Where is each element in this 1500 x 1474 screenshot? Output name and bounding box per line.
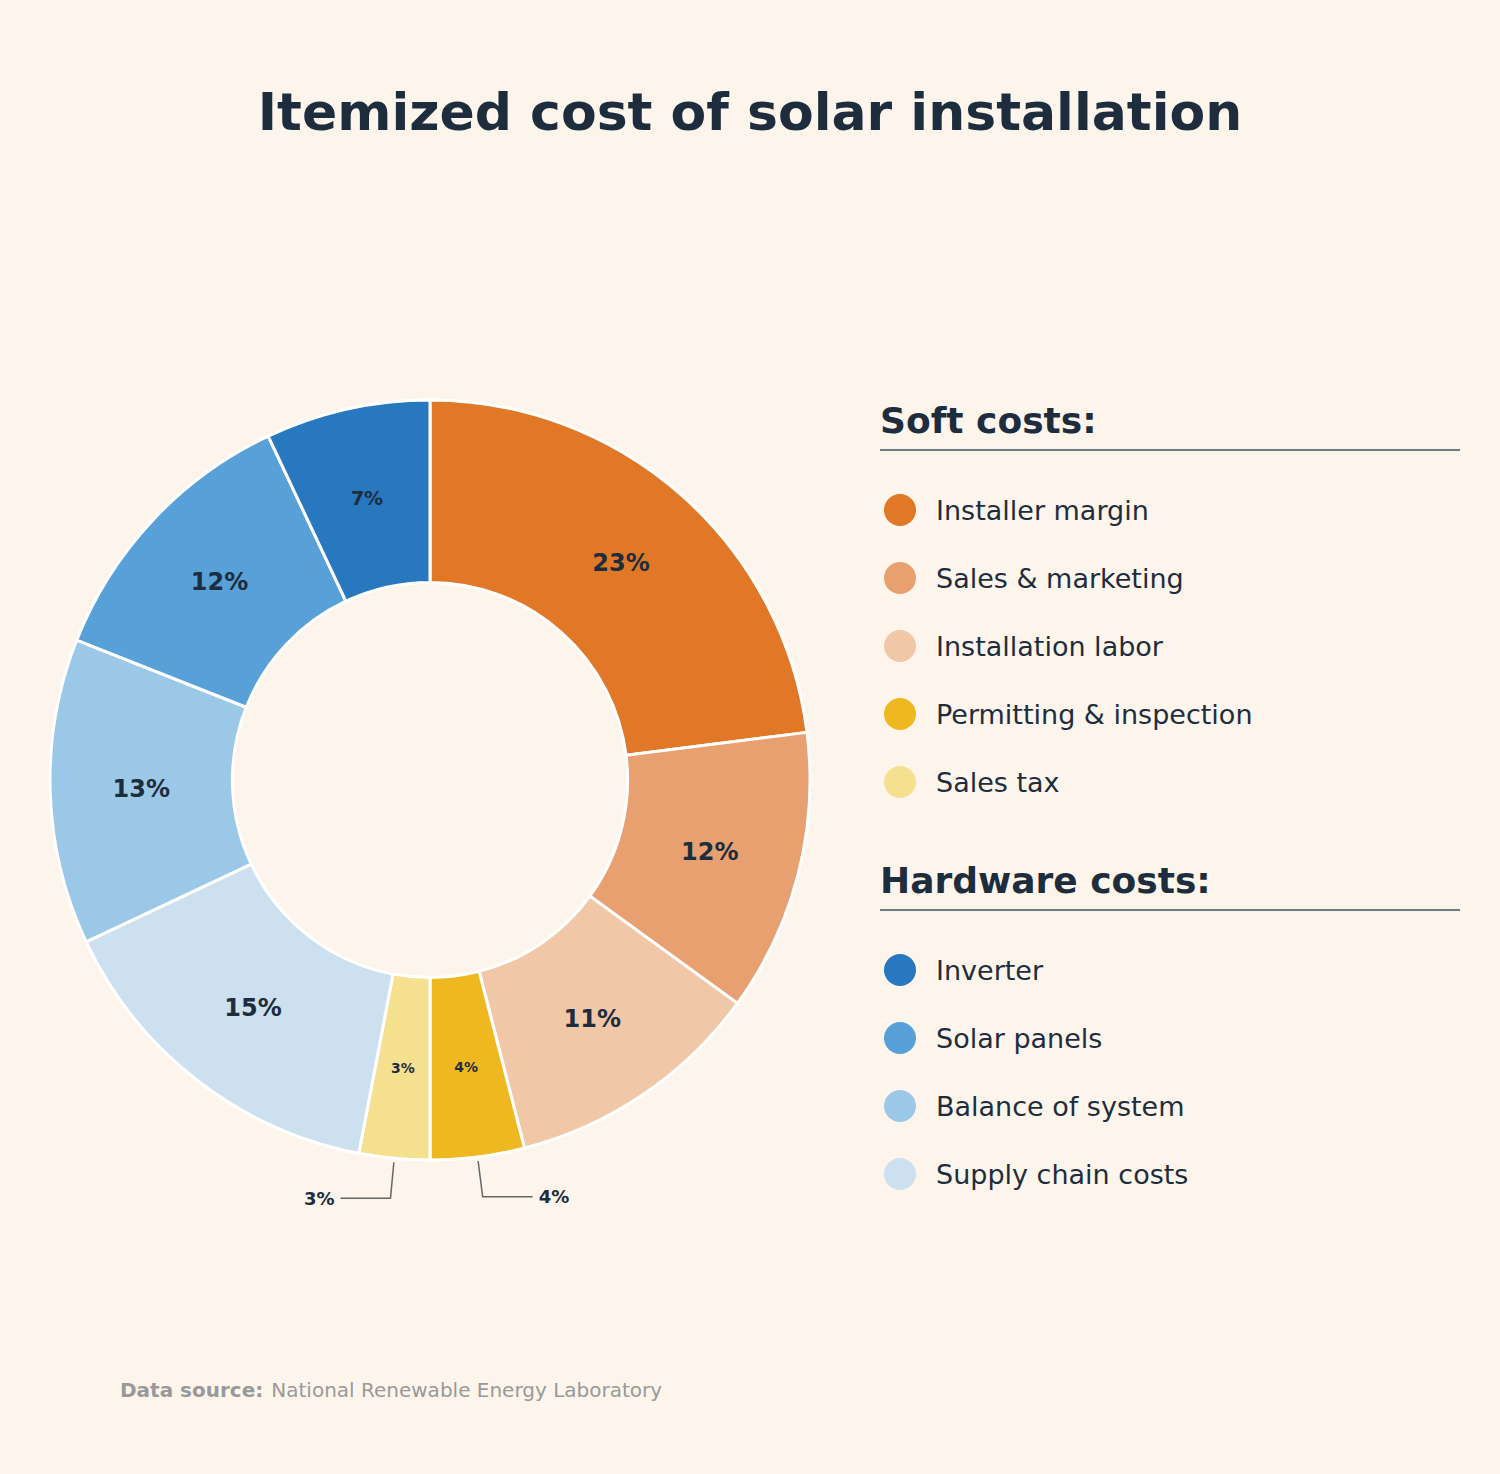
legend-swatch — [884, 698, 916, 730]
slice — [430, 971, 525, 1160]
legend-swatch — [884, 562, 916, 594]
data-label: 12% — [681, 838, 738, 866]
chart-title: Itemized cost of solar installation — [258, 82, 1243, 142]
slice — [268, 400, 430, 601]
legend-label: Installation labor — [936, 631, 1164, 662]
legend-swatch — [884, 1158, 916, 1190]
legend-swatch — [884, 1090, 916, 1122]
legend-label: Inverter — [936, 955, 1044, 986]
legend-swatch — [884, 1022, 916, 1054]
background — [0, 0, 1500, 1474]
annotation: Data source: — [120, 1378, 263, 1402]
legend-swatch — [884, 766, 916, 798]
legend-swatch — [884, 494, 916, 526]
legend-label: Permitting & inspection — [936, 699, 1253, 730]
callout-label: 3% — [304, 1188, 335, 1209]
annotation: National Renewable Energy Laboratory — [271, 1378, 662, 1402]
callout-line — [478, 1161, 533, 1197]
donut: 23% 12% 11% 4% 3% 15% 13% 12% 7% 4% 3% — [50, 400, 810, 1209]
callout-line — [340, 1162, 393, 1198]
legend-divider — [880, 449, 1460, 451]
legend-label: Sales & marketing — [936, 563, 1184, 594]
legend-label: Installer margin — [936, 495, 1149, 526]
callout-label: 4% — [539, 1186, 570, 1207]
legend-label: Sales tax — [936, 767, 1060, 798]
data-label: 4% — [454, 1059, 478, 1075]
legend-label: Solar panels — [936, 1023, 1102, 1054]
data-label: 7% — [351, 487, 383, 509]
data-label: 12% — [191, 568, 248, 596]
source-note: Data source: National Renewable Energy La… — [120, 1378, 662, 1402]
chart-svg: Itemized cost of solar installation 23% 12… — [0, 0, 1500, 1474]
data-label: 13% — [113, 775, 170, 803]
data-label: 3% — [391, 1060, 415, 1076]
data-label: 23% — [592, 549, 649, 577]
legend-swatch — [884, 954, 916, 986]
legend-header: Soft costs: — [880, 400, 1097, 441]
legend-swatch — [884, 630, 916, 662]
legend-divider — [880, 909, 1460, 911]
slice — [430, 400, 807, 755]
data-label: 15% — [224, 994, 281, 1022]
legend-label: Supply chain costs — [936, 1159, 1188, 1190]
legend-label: Balance of system — [936, 1091, 1184, 1122]
slice — [479, 896, 737, 1148]
data-label: 11% — [564, 1005, 621, 1033]
legend-header: Hardware costs: — [880, 860, 1211, 901]
legend: Soft costs: Installer margin Sales & marke… — [880, 400, 1460, 1191]
